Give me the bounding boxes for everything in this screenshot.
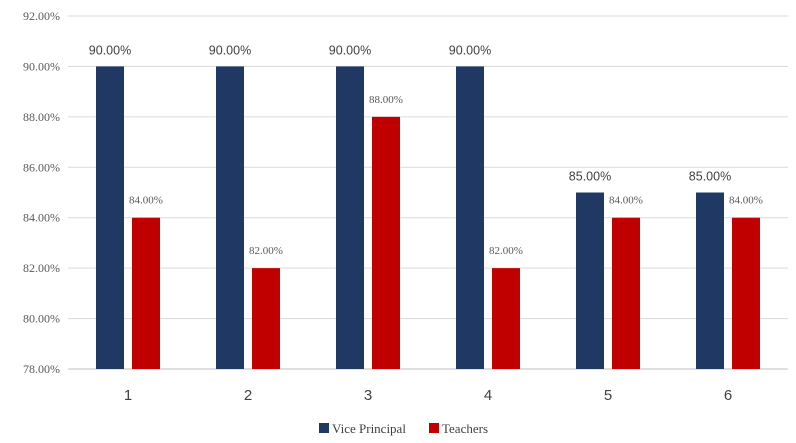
y-tick-label: 86.00% [23, 160, 60, 174]
data-label-teachers: 82.00% [489, 245, 523, 257]
legend-label: Teachers [442, 421, 488, 436]
legend: Vice Principal Teachers [319, 421, 488, 436]
bars [96, 66, 760, 369]
y-tick-label: 92.00% [23, 9, 60, 23]
x-tick-label: 5 [604, 387, 612, 404]
data-label-vice-principal: 85.00% [689, 170, 731, 184]
data-label-teachers: 88.00% [369, 94, 403, 106]
y-tick-label: 82.00% [23, 261, 60, 275]
y-tick-label: 78.00% [23, 362, 60, 376]
bar-vice-principal [696, 192, 724, 369]
bar-vice-principal [216, 66, 244, 369]
x-axis-ticks: 1 2 3 4 5 6 [124, 387, 732, 404]
legend-label: Vice Principal [332, 421, 406, 436]
data-label-vice-principal: 85.00% [569, 170, 611, 184]
data-label-teachers: 84.00% [729, 195, 763, 207]
bar-teachers [252, 268, 280, 369]
data-label-teachers: 82.00% [249, 245, 283, 257]
x-tick-label: 1 [124, 387, 132, 404]
bar-vice-principal [576, 192, 604, 369]
bar-teachers [732, 217, 760, 369]
x-tick-label: 3 [364, 387, 372, 404]
bar-vice-principal [96, 66, 124, 369]
data-label-vice-principal: 90.00% [449, 43, 491, 57]
bar-vice-principal [336, 66, 364, 369]
bar-teachers [492, 268, 520, 369]
data-label-vice-principal: 90.00% [89, 43, 131, 57]
bar-vice-principal [456, 66, 484, 369]
data-label-teachers: 84.00% [609, 195, 643, 207]
data-labels: 90.00% 84.00% 90.00% 82.00% 90.00% 88.00% 90.0… [89, 43, 763, 257]
y-axis-ticks: 78.00% 80.00% 82.00% 84.00% 86.00% 88.00% 90.0… [23, 9, 60, 376]
data-label-vice-principal: 90.00% [329, 43, 371, 57]
x-tick-label: 6 [724, 387, 732, 404]
gridlines [68, 15, 788, 370]
y-tick-label: 90.00% [23, 59, 60, 73]
legend-swatch [429, 423, 439, 433]
legend-swatch [319, 423, 329, 433]
bar-teachers [372, 116, 400, 369]
y-tick-label: 84.00% [23, 211, 60, 225]
bar-teachers [132, 217, 160, 369]
x-tick-label: 4 [484, 387, 492, 404]
bar-teachers [612, 217, 640, 369]
data-label-vice-principal: 90.00% [209, 43, 251, 57]
y-tick-label: 88.00% [23, 110, 60, 124]
y-tick-label: 80.00% [23, 312, 60, 326]
x-tick-label: 2 [244, 387, 252, 404]
data-label-teachers: 84.00% [129, 195, 163, 207]
